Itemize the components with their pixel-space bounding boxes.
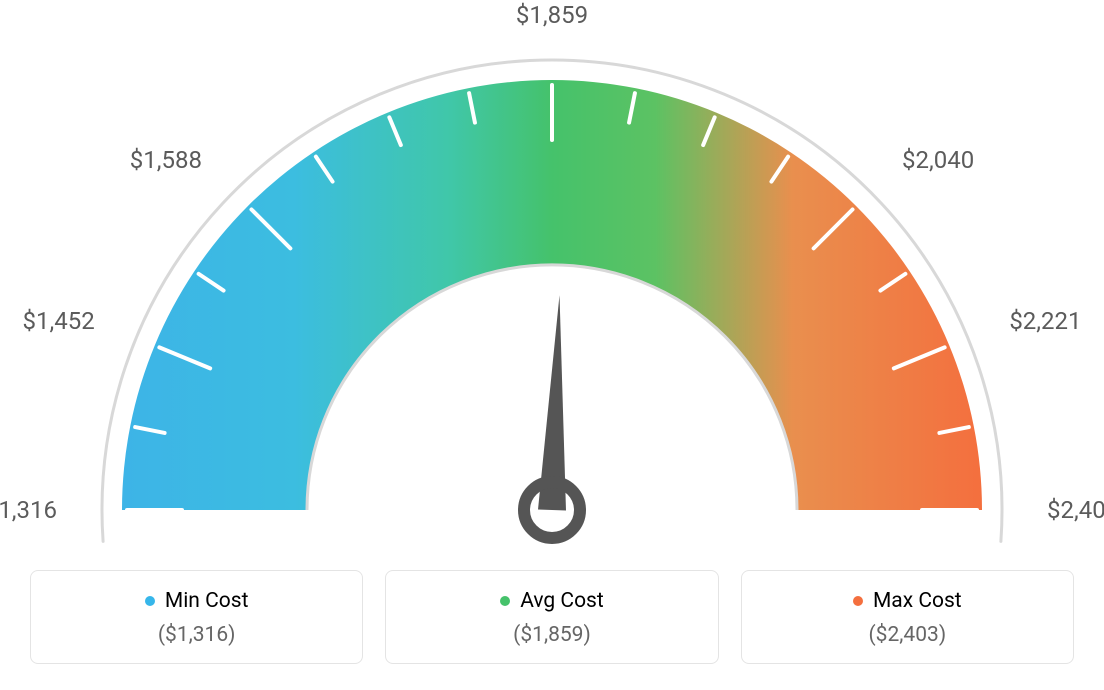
legend-min-title: Min Cost — [145, 589, 249, 613]
gauge-scale-label: $1,588 — [117, 146, 202, 174]
legend-min-box: Min Cost ($1,316) — [30, 570, 363, 664]
legend-min-label: Min Cost — [165, 589, 249, 613]
legend-min-dot — [145, 596, 155, 606]
legend-min-value: ($1,316) — [41, 623, 352, 647]
gauge-scale-label: $1,859 — [507, 1, 597, 29]
gauge-scale-label: $1,316 — [0, 496, 57, 524]
gauge-scale-label: $2,040 — [902, 146, 974, 174]
legend-avg-label: Avg Cost — [520, 589, 604, 613]
legend-avg-dot — [500, 596, 510, 606]
legend-avg-box: Avg Cost ($1,859) — [385, 570, 718, 664]
legend-avg-title: Avg Cost — [500, 589, 604, 613]
legend-max-label: Max Cost — [873, 589, 962, 613]
gauge-svg — [30, 20, 1074, 550]
legend-max-value: ($2,403) — [752, 623, 1063, 647]
cost-gauge-chart: $1,316$1,452$1,588$1,859$2,040$2,221$2,4… — [30, 20, 1074, 550]
legend-max-box: Max Cost ($2,403) — [741, 570, 1074, 664]
legend-max-dot — [853, 596, 863, 606]
legend-row: Min Cost ($1,316) Avg Cost ($1,859) Max … — [30, 570, 1074, 664]
legend-avg-value: ($1,859) — [396, 623, 707, 647]
gauge-scale-label: $2,403 — [1047, 496, 1104, 524]
legend-max-title: Max Cost — [853, 589, 962, 613]
gauge-scale-label: $1,452 — [10, 307, 95, 335]
gauge-scale-label: $2,221 — [1009, 307, 1081, 335]
